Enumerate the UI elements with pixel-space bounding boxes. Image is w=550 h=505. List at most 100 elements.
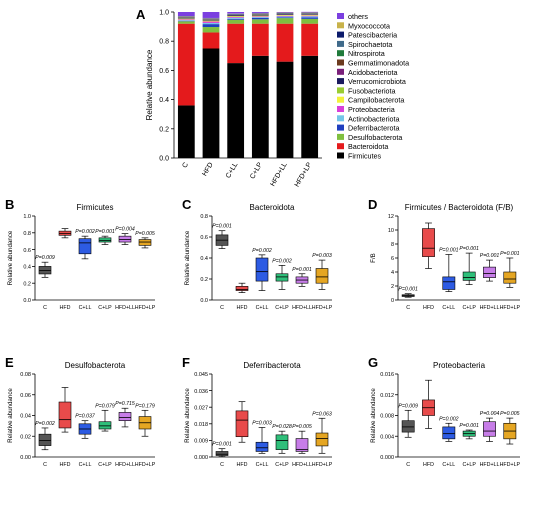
box [58, 230, 72, 236]
y-tick-label: 0.2 [200, 277, 208, 283]
y-tick-label: 0 [391, 298, 394, 304]
bar-segment [227, 23, 245, 64]
legend-swatch [337, 59, 344, 66]
bar-segment [251, 12, 269, 13]
bar-segment [301, 16, 319, 18]
bar-segment [251, 19, 269, 24]
bar-segment [177, 17, 195, 19]
bar-segment [227, 17, 245, 19]
p-value-label: P=0.002 [439, 416, 459, 422]
p-value-label: P=0.001 [212, 442, 232, 448]
bar-segment [251, 23, 269, 56]
y-tick-label: 0.004 [380, 434, 394, 440]
x-tick-label: HFD+LP [500, 305, 521, 311]
x-tick-label: C [406, 462, 410, 468]
panel-f: F Deferribacterota 0.000 0.009 0.018 0.027 0.0… [182, 355, 333, 468]
legend-swatch [337, 78, 344, 85]
legend-swatch [337, 115, 344, 122]
x-tick-label: HFD+LP [312, 305, 333, 311]
y-tick-label: 8 [391, 242, 394, 248]
x-tick-label: HFD [423, 305, 434, 311]
bar-segment [251, 17, 269, 20]
panel-letter: G [368, 355, 378, 370]
p-value-label: P=0.715 [115, 401, 135, 407]
legend-label: Gemmatimonadota [348, 59, 409, 68]
bar-segment [227, 13, 245, 14]
bar-segment [251, 14, 269, 16]
bar-segment [227, 12, 245, 14]
legend-swatch [337, 31, 344, 38]
x-tick-label: C [220, 305, 224, 311]
x-tick-label: HFD+LP [500, 462, 521, 468]
panel-title: Proteobacteria [433, 361, 486, 370]
bar-segment [227, 16, 245, 18]
y-axis-label: Relative abundance [184, 388, 191, 443]
p-value-label: P=0.003 [312, 253, 332, 259]
box [483, 421, 496, 437]
x-tick-label: HFD [237, 305, 248, 311]
box [98, 421, 112, 430]
p-value-label: P=0.004 [115, 227, 135, 233]
panel-b: B Firmicutes 0.0 0.2 0.4 0.6 0.8 1.0 Relative ab… [5, 197, 156, 311]
bar-segment [227, 16, 245, 17]
box [118, 235, 132, 243]
y-tick-label: 0.8 [159, 39, 169, 46]
box [235, 286, 249, 291]
bar-segment [202, 21, 220, 23]
y-tick-label: 6 [391, 256, 394, 262]
x-tick-label: HFD+LP [135, 305, 156, 311]
legend-swatch [337, 106, 344, 112]
legend-label: Bacteroidota [348, 142, 388, 151]
x-tick-label: HFD [60, 305, 71, 311]
bar-segment [177, 23, 195, 106]
x-tick-label: HFD+LL [480, 462, 500, 468]
box [98, 237, 112, 243]
box [503, 271, 517, 284]
x-tick-label: C [181, 162, 190, 170]
legend-swatch [337, 143, 344, 150]
box [275, 434, 289, 450]
x-tick-label: HFD [423, 462, 434, 468]
y-tick-label: 0.08 [20, 372, 31, 378]
x-tick-label: HFD+LL [115, 305, 135, 311]
x-tick-label: C+LP [98, 462, 112, 468]
panel-title: Deferribacterota [243, 361, 301, 370]
x-tick-label: HFD [201, 162, 214, 178]
legend: othersMyxococcotaPatescibacteriaSpirocha… [337, 12, 409, 161]
y-tick-label: 4 [391, 270, 394, 276]
y-axis-label: F/B [370, 253, 377, 263]
x-tick-label: C+LL [256, 462, 269, 468]
y-axis-label: Relative abundance [7, 388, 14, 443]
y-tick-label: 0.036 [194, 389, 208, 395]
y-axis-label: Relative abundance [370, 388, 377, 443]
legend-label: Verrucomicrobiota [348, 77, 406, 86]
x-tick-label: C+LP [462, 462, 476, 468]
y-tick-label: 0.0 [200, 298, 208, 304]
box [483, 266, 496, 278]
y-tick-label: 0.6 [200, 235, 208, 241]
x-tick-label: HFD [237, 462, 248, 468]
box [315, 432, 329, 447]
x-tick-label: HFD+LL [292, 305, 312, 311]
legend-swatch [337, 124, 344, 131]
x-tick-label: HFD+LL [270, 161, 289, 187]
legend-swatch [337, 96, 344, 103]
x-tick-label: C+LL [79, 462, 92, 468]
bar-segment [301, 17, 319, 19]
bar-segment [177, 105, 195, 158]
p-value-label: P=0.079 [95, 403, 115, 409]
panel-letter: B [5, 197, 14, 212]
x-tick-label: C [220, 462, 224, 468]
bar-segment [276, 18, 294, 24]
bar-segment [202, 12, 220, 18]
y-tick-label: 0.000 [194, 455, 208, 461]
legend-label: Deferribacterota [348, 124, 400, 133]
legend-swatch [337, 40, 344, 47]
y-tick-label: 1.0 [23, 214, 31, 220]
y-tick-label: 0.4 [159, 97, 169, 104]
bar-segment [202, 48, 220, 158]
bar-segment [202, 27, 220, 33]
x-tick-label: HFD+LP [135, 462, 156, 468]
bar-segment [276, 23, 294, 62]
